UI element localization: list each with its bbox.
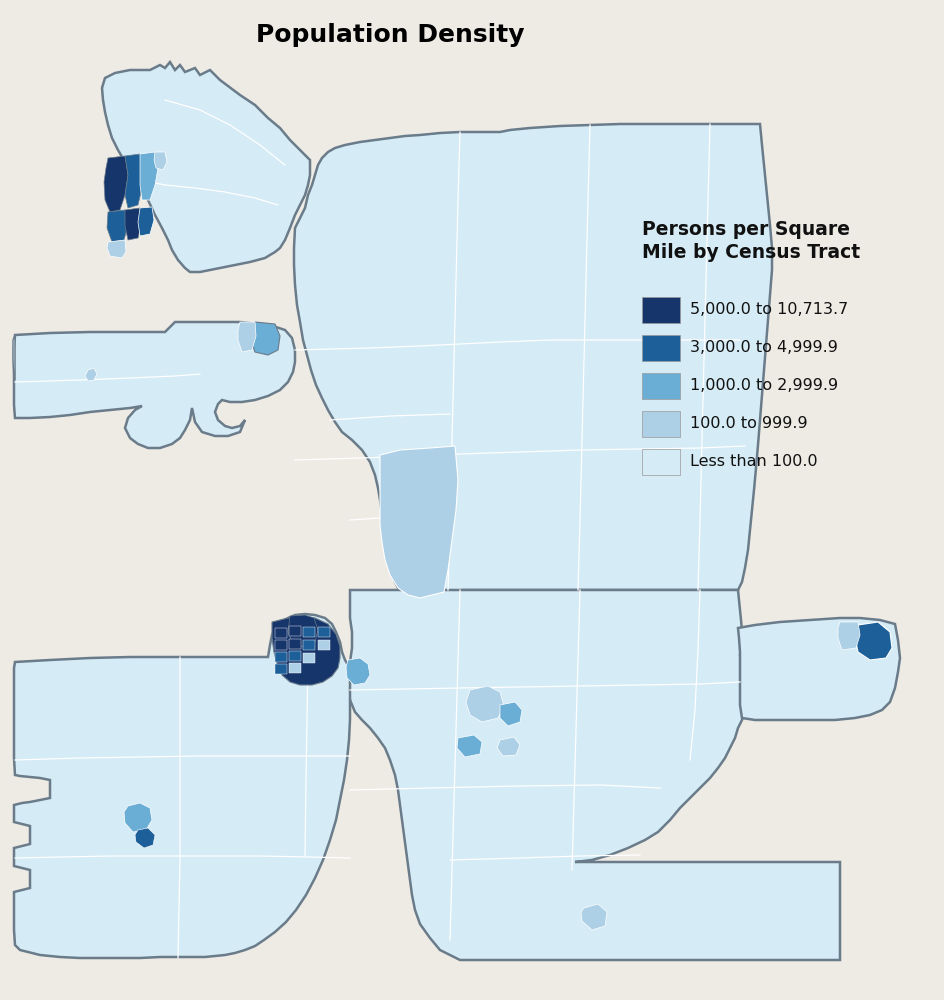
Polygon shape	[14, 614, 349, 958]
Text: Persons per Square
Mile by Census Tract: Persons per Square Mile by Census Tract	[641, 220, 859, 262]
Polygon shape	[641, 335, 680, 361]
Text: Population Density: Population Density	[256, 23, 524, 47]
Polygon shape	[457, 735, 481, 757]
Polygon shape	[499, 702, 521, 726]
Polygon shape	[303, 640, 314, 650]
Polygon shape	[303, 627, 314, 637]
Polygon shape	[104, 156, 127, 212]
Polygon shape	[275, 652, 287, 662]
Polygon shape	[737, 618, 899, 720]
Polygon shape	[250, 322, 279, 355]
Polygon shape	[641, 449, 680, 475]
Polygon shape	[346, 658, 370, 685]
Polygon shape	[135, 828, 155, 848]
Text: 100.0 to 999.9: 100.0 to 999.9	[689, 416, 807, 432]
Polygon shape	[289, 663, 301, 673]
Polygon shape	[303, 653, 314, 663]
Polygon shape	[154, 152, 167, 170]
Polygon shape	[275, 640, 287, 650]
Polygon shape	[107, 240, 126, 258]
Polygon shape	[497, 737, 519, 756]
Polygon shape	[289, 651, 301, 661]
Polygon shape	[465, 686, 503, 722]
Polygon shape	[289, 626, 301, 636]
Polygon shape	[581, 904, 606, 930]
Polygon shape	[272, 616, 340, 685]
Polygon shape	[289, 639, 301, 649]
Polygon shape	[641, 297, 680, 323]
Polygon shape	[140, 152, 158, 200]
Polygon shape	[85, 368, 97, 381]
Polygon shape	[125, 154, 144, 208]
Polygon shape	[13, 335, 15, 380]
Polygon shape	[138, 207, 154, 236]
Polygon shape	[294, 124, 771, 602]
Polygon shape	[102, 62, 310, 272]
Polygon shape	[318, 627, 329, 637]
Polygon shape	[837, 622, 859, 650]
Polygon shape	[124, 803, 152, 832]
Polygon shape	[275, 664, 287, 674]
Polygon shape	[275, 628, 287, 638]
Text: 5,000.0 to 10,713.7: 5,000.0 to 10,713.7	[689, 302, 848, 318]
Text: Less than 100.0: Less than 100.0	[689, 454, 817, 470]
Polygon shape	[641, 411, 680, 437]
Polygon shape	[107, 210, 127, 242]
Polygon shape	[14, 322, 295, 448]
Text: 3,000.0 to 4,999.9: 3,000.0 to 4,999.9	[689, 340, 837, 356]
Polygon shape	[379, 446, 458, 598]
Polygon shape	[318, 640, 329, 650]
Polygon shape	[854, 622, 891, 660]
Polygon shape	[347, 590, 839, 960]
Polygon shape	[125, 208, 142, 240]
Polygon shape	[238, 322, 256, 352]
Polygon shape	[641, 373, 680, 399]
Polygon shape	[288, 615, 318, 647]
Text: 1,000.0 to 2,999.9: 1,000.0 to 2,999.9	[689, 378, 837, 393]
